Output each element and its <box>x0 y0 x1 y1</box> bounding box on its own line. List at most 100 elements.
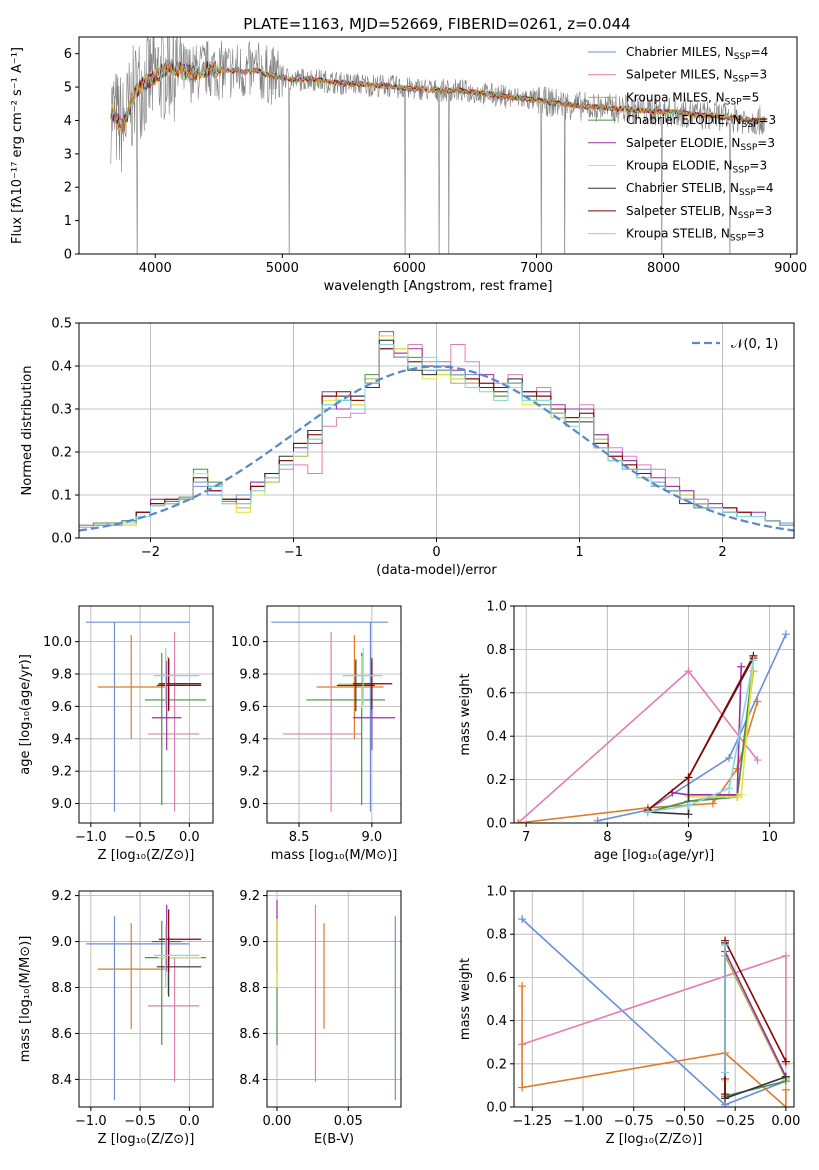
y-tick-label: 1 <box>64 214 72 229</box>
legend-suffix: =3 <box>758 113 776 127</box>
legend-suffix: =3 <box>749 68 767 82</box>
x-tick-label: 9000 <box>774 261 807 276</box>
legend-label: Chabrier MILES, N <box>626 45 734 59</box>
y-tick-label: 8.8 <box>51 981 72 996</box>
x-tick-label: −2 <box>141 545 160 560</box>
x-axis-label: E(B-V) <box>314 1132 354 1147</box>
y-tick-label: 0.0 <box>486 817 507 832</box>
y-tick-label: 9.2 <box>239 765 260 780</box>
y-tick-label: 9.8 <box>239 668 260 683</box>
legend-suffix: =3 <box>749 159 767 173</box>
model-curve <box>110 60 766 134</box>
plot-area <box>79 331 794 532</box>
mass-weight-line <box>647 660 755 813</box>
plot-age_vs_mass: 8.5 9.0 9.0 9.2 9.4 9.6 9.8 10.0 <box>231 605 402 845</box>
plot-area <box>85 621 207 812</box>
gaussian-curve <box>79 365 794 532</box>
legend-suffix: =4 <box>756 181 774 195</box>
x-tick-label: −1.0 <box>75 1114 107 1129</box>
y-tick-label: 5 <box>64 81 72 96</box>
legend-sub: SSP <box>738 211 755 221</box>
x-tick-label: 7000 <box>520 261 553 276</box>
y-tick-label: 1.0 <box>486 600 507 615</box>
y-tick-label: 0.0 <box>486 1101 507 1116</box>
x-tick-label: 10 <box>761 830 778 845</box>
y-tick-label: 0.2 <box>486 1057 507 1072</box>
x-tick-label: −1.25 <box>512 1114 552 1129</box>
legend-entry: Salpeter MILES, NSSP=3 <box>626 68 767 85</box>
legend-sub: SSP <box>742 120 759 130</box>
y-tick-label: 0.2 <box>486 773 507 788</box>
x-tick-label: 1 <box>575 545 583 560</box>
y-tick-label: 8.8 <box>239 981 260 996</box>
grid <box>79 891 213 1107</box>
y-axis-label: mass [log₁₀(M/M⊙)] <box>18 936 33 1063</box>
y-tick-label: 2 <box>64 181 72 196</box>
y-tick-label: 3 <box>64 147 72 162</box>
y-tick-label: 0.6 <box>486 971 507 986</box>
legend-suffix: =3 <box>755 204 773 218</box>
plus-marker <box>725 784 734 793</box>
mass-weight-line <box>647 660 755 813</box>
y-tick-label: 0.6 <box>486 686 507 701</box>
legend-entry: Chabrier MILES, NSSP=4 <box>626 45 768 62</box>
y-tick-label: 0.0 <box>51 532 72 547</box>
legend-suffix: =5 <box>742 90 760 104</box>
grid <box>79 606 213 823</box>
plus-marker <box>684 801 693 810</box>
x-tick-label: 2 <box>718 545 726 560</box>
plus-marker <box>518 915 527 924</box>
x-tick-label: −1 <box>284 545 303 560</box>
y-tick-label: 0.5 <box>51 317 72 332</box>
plot-age_vs_Z: −1.0 −0.5 0.0 9.0 9.2 9.4 9.6 9.8 10.0 <box>43 605 214 845</box>
y-tick-label: 6 <box>64 47 72 62</box>
y-tick-label: 10.0 <box>43 635 72 650</box>
plot-area <box>110 37 766 254</box>
axes-frame <box>78 605 214 824</box>
y-tick-label: 0.4 <box>51 360 72 375</box>
legend-sub: SSP <box>733 75 750 85</box>
y-tick-label: 4 <box>64 114 72 129</box>
grid <box>514 605 794 824</box>
y-tick-label: 0 <box>64 248 72 263</box>
x-tick-label: 5000 <box>266 261 299 276</box>
y-axis-label: age [log₁₀(age/yr)] <box>18 654 33 775</box>
x-axis-label: (data-model)/error <box>376 563 497 578</box>
axes-frame <box>78 36 798 255</box>
y-axis-label: Flux [fλ10⁻¹⁷ erg cm⁻² s⁻¹ A⁻¹] <box>10 47 25 244</box>
legend-label: Salpeter STELIB, N <box>626 204 738 218</box>
legend-label: Chabrier STELIB, N <box>626 181 739 195</box>
plot-mass_weight_vs_Z: −1.25 −1.00 −0.75 −0.50 −0.25 0.00 0.0 0.2 0.4 0.… <box>486 885 800 1130</box>
plus-marker <box>684 667 693 676</box>
y-tick-label: 9.8 <box>51 668 72 683</box>
mass-weight-line <box>724 955 787 1097</box>
plot-area <box>85 904 207 1101</box>
legend-sub: SSP <box>740 143 757 153</box>
plus-marker <box>721 1090 730 1099</box>
mass-weight-line <box>688 660 755 798</box>
x-tick-label: 0.0 <box>179 1114 200 1129</box>
y-tick-label: 9.6 <box>51 700 72 715</box>
legend-sub: SSP <box>733 166 750 176</box>
x-tick-label: −1.00 <box>563 1114 603 1129</box>
x-tick-label: 0.0 <box>179 830 200 845</box>
x-tick-label: 9 <box>684 830 692 845</box>
plus-marker <box>781 1057 790 1066</box>
y-tick-label: 1.0 <box>486 885 507 900</box>
legend-entry: Chabrier ELODIE, NSSP=3 <box>626 113 776 130</box>
x-axis-label: mass [log₁₀(M/M⊙)] <box>271 848 398 863</box>
x-tick-label: 7 <box>522 830 530 845</box>
y-tick-label: 9.0 <box>239 797 260 812</box>
legend-suffix: =3 <box>747 227 765 241</box>
x-tick-label: 9.0 <box>362 830 383 845</box>
legend-suffix: =3 <box>757 136 775 150</box>
y-tick-label: 8.6 <box>239 1027 260 1042</box>
plus-marker <box>733 792 742 801</box>
y-tick-label: 9.0 <box>51 797 72 812</box>
legend-label: Chabrier ELODIE, N <box>626 113 742 127</box>
x-axis-label: Z [log₁₀(Z/Z⊙)] <box>606 1132 703 1147</box>
figure-title: PLATE=1163, MJD=52669, FIBERID=0261, z=0… <box>243 15 630 33</box>
axes-frame <box>266 605 402 824</box>
